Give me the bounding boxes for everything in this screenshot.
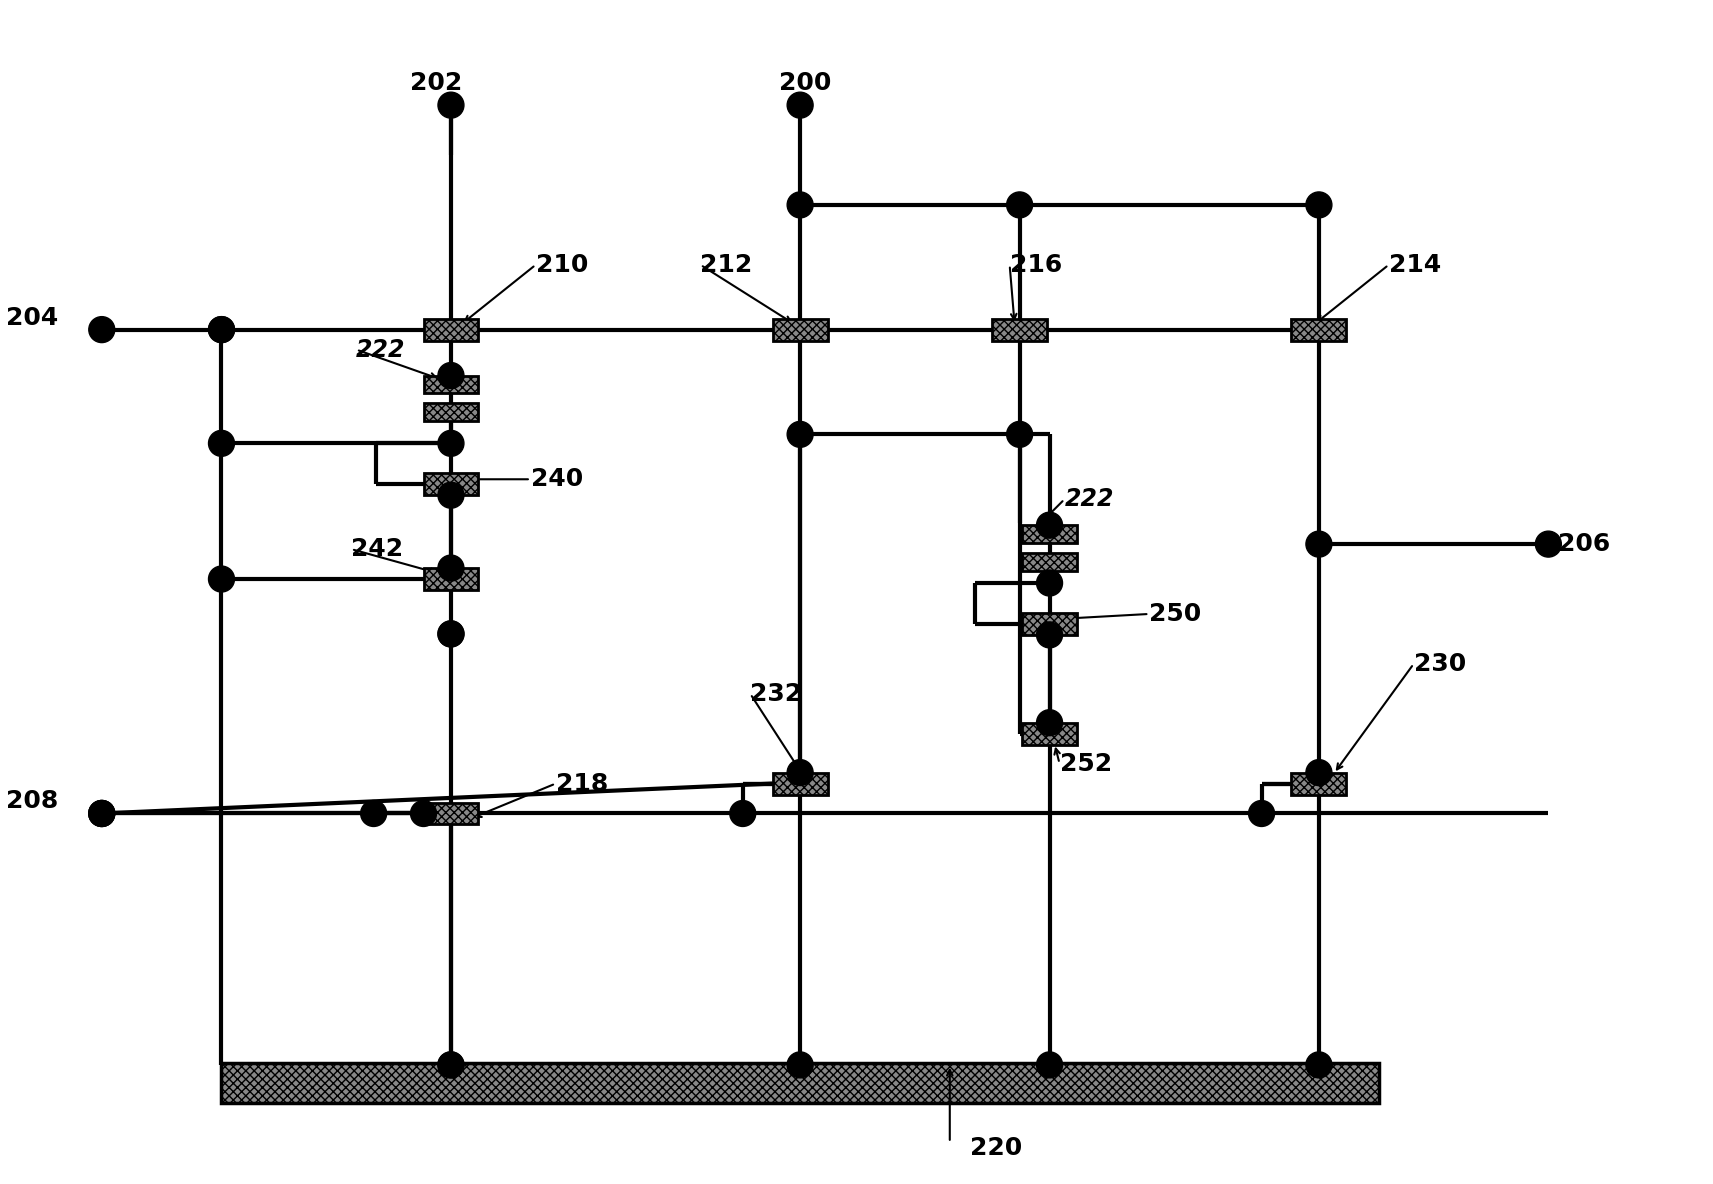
Bar: [1023, 526, 1077, 543]
Circle shape: [439, 620, 464, 646]
Circle shape: [788, 760, 814, 785]
Bar: [1292, 773, 1346, 794]
Text: 210: 210: [536, 252, 588, 277]
Circle shape: [89, 800, 115, 826]
Bar: [1292, 318, 1346, 341]
Circle shape: [1535, 532, 1561, 558]
Text: 222: 222: [1064, 488, 1113, 511]
Text: 202: 202: [409, 71, 463, 95]
Circle shape: [439, 1051, 464, 1077]
Circle shape: [1007, 422, 1033, 448]
Text: 216: 216: [1009, 252, 1062, 277]
Circle shape: [1007, 192, 1033, 218]
Bar: [1023, 722, 1077, 745]
Circle shape: [439, 362, 464, 388]
Circle shape: [89, 800, 115, 826]
Bar: [1023, 553, 1077, 571]
Text: 212: 212: [701, 252, 752, 277]
Circle shape: [439, 1051, 464, 1077]
Bar: [773, 318, 827, 341]
Circle shape: [788, 92, 814, 118]
Bar: [992, 318, 1047, 341]
Circle shape: [1036, 513, 1062, 538]
Bar: [773, 773, 827, 794]
Circle shape: [1249, 800, 1274, 826]
Bar: [423, 568, 478, 590]
Circle shape: [209, 316, 235, 342]
Circle shape: [1305, 192, 1333, 218]
Text: 218: 218: [555, 772, 608, 796]
Circle shape: [439, 430, 464, 456]
Circle shape: [730, 800, 755, 826]
Circle shape: [788, 422, 814, 448]
Circle shape: [439, 620, 464, 646]
Circle shape: [89, 800, 115, 826]
Bar: [423, 318, 478, 341]
Text: 208: 208: [5, 790, 58, 813]
Text: 252: 252: [1060, 752, 1112, 776]
Text: 206: 206: [1559, 532, 1610, 556]
Text: 250: 250: [1149, 601, 1201, 626]
Text: 220: 220: [970, 1135, 1023, 1159]
Circle shape: [1305, 760, 1333, 785]
Bar: [423, 404, 478, 422]
Text: 242: 242: [351, 538, 403, 561]
Text: 204: 204: [5, 305, 58, 329]
Circle shape: [439, 92, 464, 118]
Bar: [1023, 613, 1077, 635]
Text: 240: 240: [531, 468, 582, 491]
Circle shape: [788, 1051, 814, 1077]
Text: 222: 222: [356, 337, 406, 361]
Text: 200: 200: [779, 71, 831, 95]
Text: 214: 214: [1389, 252, 1441, 277]
Bar: [221, 1063, 1379, 1102]
Circle shape: [209, 316, 235, 342]
Circle shape: [788, 192, 814, 218]
Bar: [423, 474, 478, 495]
Circle shape: [439, 555, 464, 581]
Circle shape: [209, 430, 235, 456]
Text: 230: 230: [1413, 652, 1466, 676]
Bar: [423, 375, 478, 393]
Circle shape: [1036, 709, 1062, 735]
Circle shape: [1036, 622, 1062, 648]
Circle shape: [209, 566, 235, 592]
Circle shape: [439, 482, 464, 508]
Circle shape: [411, 800, 437, 826]
Circle shape: [1305, 532, 1333, 558]
Circle shape: [1036, 570, 1062, 596]
Circle shape: [1305, 1051, 1333, 1077]
Circle shape: [89, 316, 115, 342]
Bar: [423, 803, 478, 824]
Text: 232: 232: [750, 682, 802, 706]
Circle shape: [361, 800, 387, 826]
Circle shape: [1036, 1051, 1062, 1077]
